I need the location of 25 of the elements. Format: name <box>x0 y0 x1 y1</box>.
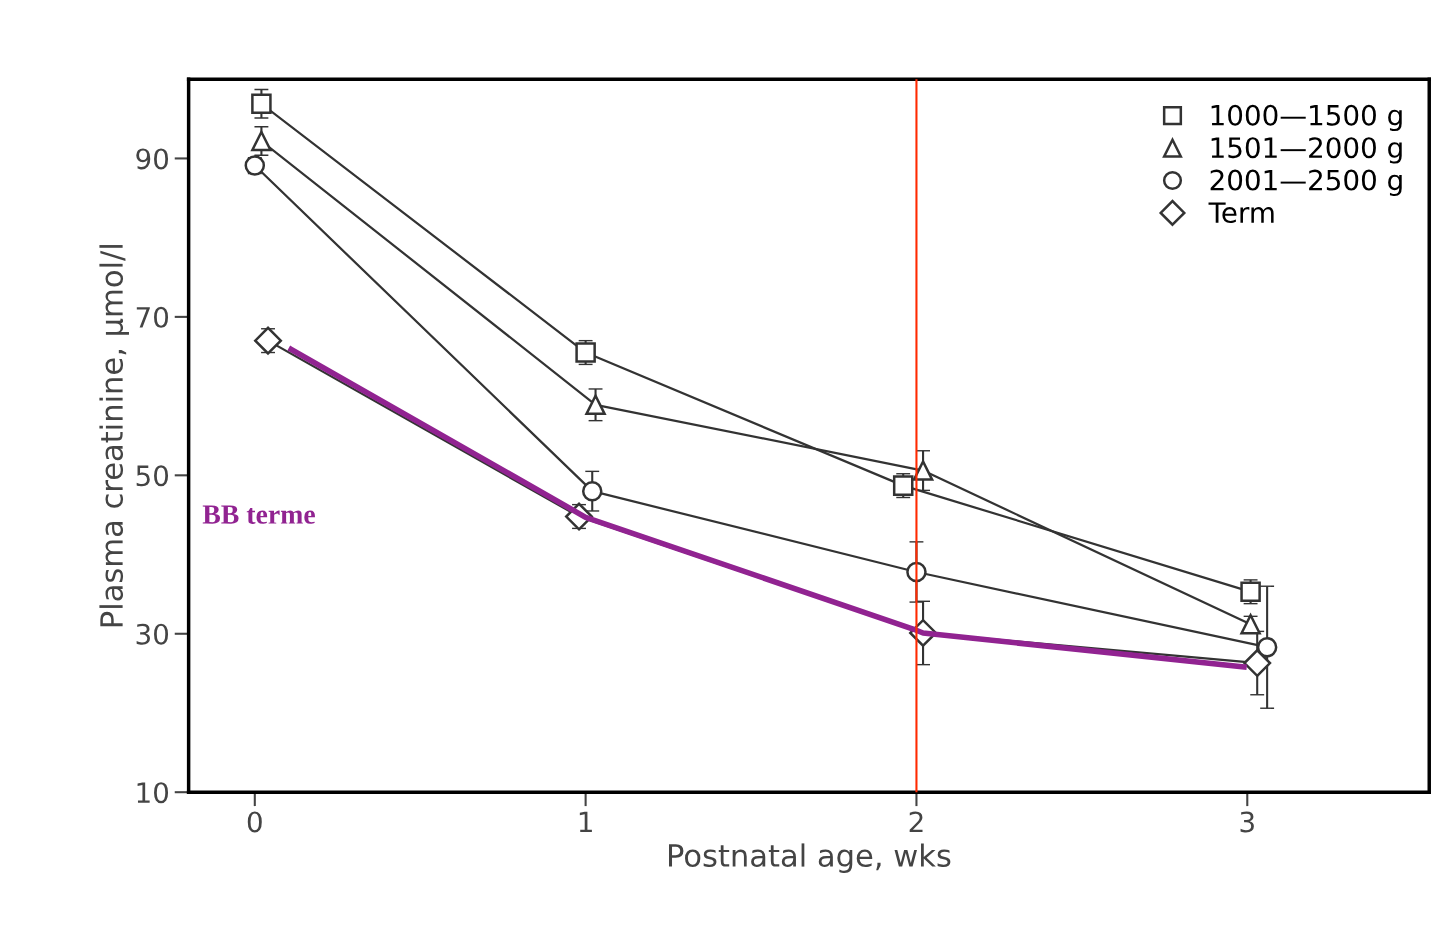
x-tick-label: 3 <box>1240 811 1254 833</box>
x-tick-label: 2 <box>909 811 923 833</box>
legend-label: Term <box>1208 202 1274 224</box>
legend-label: 1501—2000 g <box>1211 137 1402 164</box>
y-tick-label: 30 <box>136 623 169 645</box>
point <box>581 480 603 502</box>
text: BB terme <box>202 505 315 524</box>
x-tick-label: 1 <box>579 811 592 833</box>
y-axis-title: Plasma creatinine, µmol/l <box>99 245 129 627</box>
point <box>1256 636 1278 658</box>
point <box>251 130 272 152</box>
point <box>1243 649 1272 678</box>
point <box>1240 613 1261 635</box>
legend-label: 1000—1500 g <box>1211 104 1402 132</box>
y-tick-label: 10 <box>137 782 169 804</box>
y-tick-label: 50 <box>136 465 169 487</box>
x-tick-label: 0 <box>247 811 262 833</box>
point <box>251 93 272 115</box>
point <box>912 460 934 481</box>
legend-label: 2001—2500 g <box>1210 169 1402 196</box>
x-axis-title: Postnatal age, wks <box>669 843 951 873</box>
y-tick-label: 90 <box>136 148 169 170</box>
point <box>585 394 606 416</box>
y-tick-label: 70 <box>136 306 169 328</box>
point <box>254 326 283 355</box>
